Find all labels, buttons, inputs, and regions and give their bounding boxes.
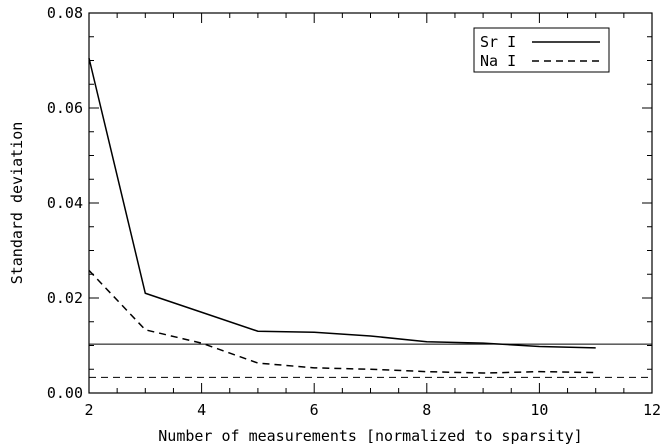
legend-label-sr-i: Sr I	[480, 33, 516, 51]
legend: Sr INa I	[473, 27, 610, 73]
plot-frame	[88, 12, 653, 394]
y-tick-label: 0.00	[47, 384, 83, 402]
y-tick-label: 0.02	[47, 289, 83, 307]
x-tick-label: 2	[84, 401, 93, 419]
legend-box	[473, 27, 610, 73]
y-axis-label: Standard deviation	[8, 122, 26, 285]
series-line-na-i	[88, 269, 596, 374]
x-tick-label: 4	[197, 401, 206, 419]
reference-lines	[89, 343, 652, 378]
x-tick-label: 12	[643, 401, 660, 419]
y-tick-label: 0.06	[47, 99, 83, 117]
x-tick-label: 10	[530, 401, 548, 419]
y-tick-label: 0.04	[47, 194, 83, 212]
tick-labels: 2 4 6 8 10 12 0.00 0.02 0.04 0.06 0.08	[47, 4, 660, 419]
x-tick-label: 8	[422, 401, 431, 419]
series-lines	[88, 57, 596, 374]
y-tick-label: 0.08	[47, 4, 83, 22]
legend-label-na-i: Na I	[480, 52, 516, 70]
x-axis-label: Number of measurements [normalized to sp…	[158, 427, 582, 445]
x-tick-label: 6	[310, 401, 319, 419]
series-line-sr-i	[88, 57, 596, 349]
